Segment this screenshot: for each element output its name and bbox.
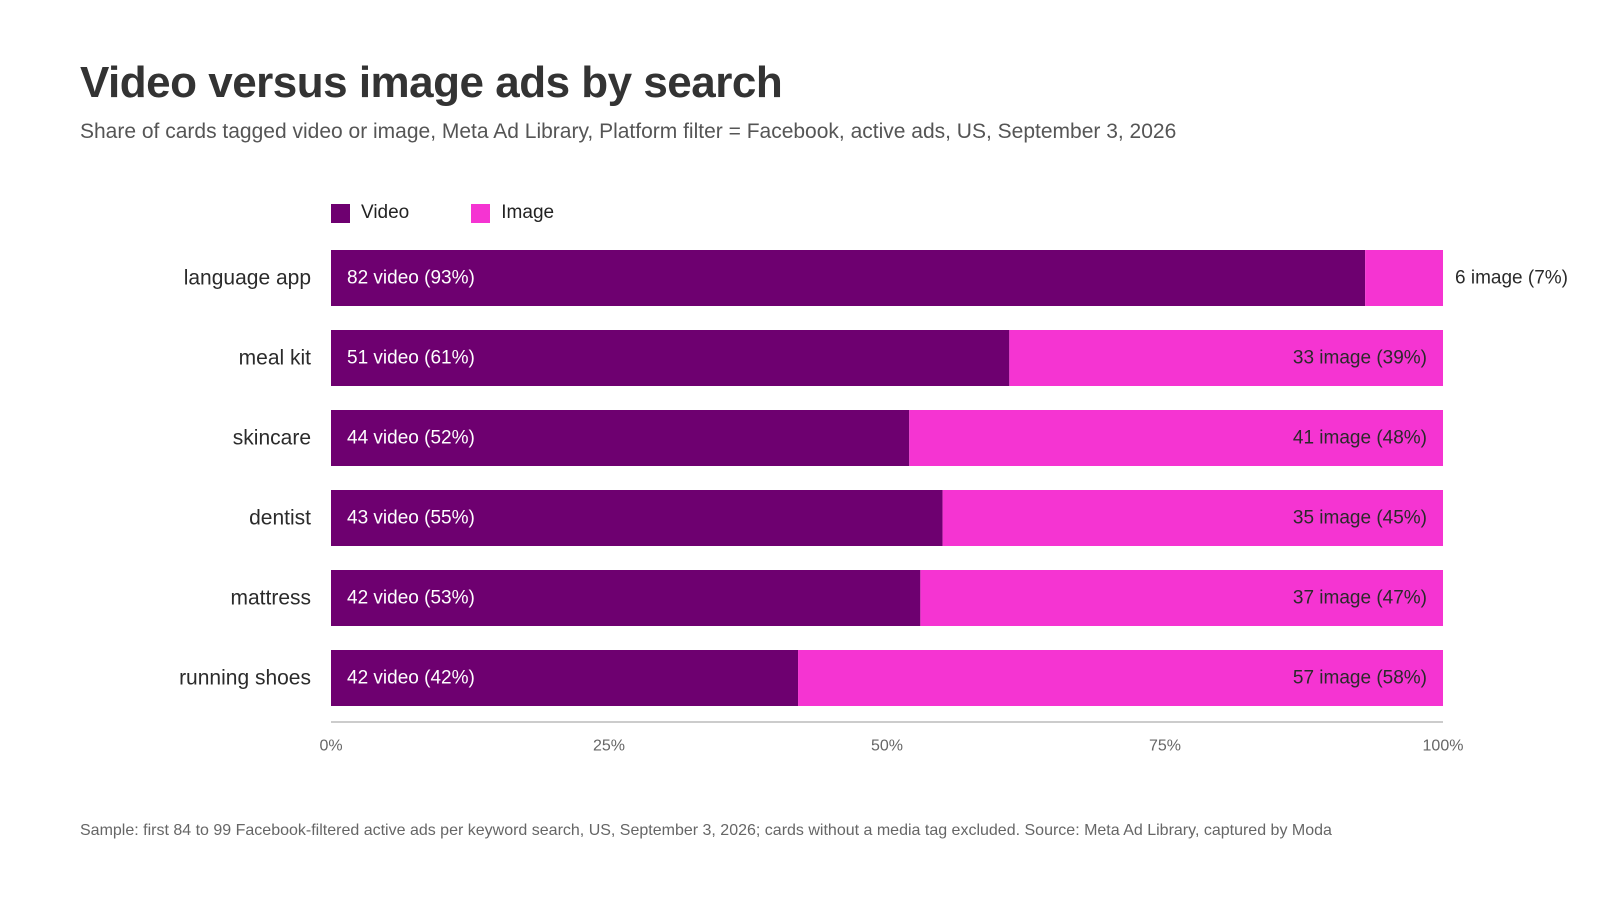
category-label: dentist (249, 507, 311, 530)
data-label-video: 44 video (52%) (347, 428, 475, 449)
category-label: running shoes (179, 667, 311, 690)
legend-item-video: Video (331, 202, 409, 224)
x-tick-label: 50% (871, 738, 903, 755)
x-tick-label: 75% (1149, 738, 1181, 755)
bar-segment-video (331, 250, 1366, 306)
x-tick-label: 0% (319, 738, 342, 755)
data-label-video: 42 video (42%) (347, 668, 475, 689)
data-label-video: 82 video (93%) (347, 268, 475, 289)
footnote: Sample: first 84 to 99 Facebook-filtered… (80, 822, 1332, 839)
bar-segment-image (1365, 250, 1443, 306)
data-label-image: 6 image (7%) (1455, 268, 1568, 289)
legend-item-image: Image (471, 202, 554, 224)
bar-segment-video (331, 650, 799, 706)
legend: Video Image (331, 202, 616, 224)
data-label-image: 57 image (58%) (1293, 668, 1427, 689)
data-label-video: 42 video (53%) (347, 588, 475, 609)
bar-segment-image (942, 490, 1443, 546)
x-tick-label: 100% (1423, 738, 1464, 755)
data-label-image: 35 image (45%) (1293, 508, 1427, 529)
bar-segment-image (1009, 330, 1443, 386)
data-label-image: 33 image (39%) (1293, 348, 1427, 369)
data-label-image: 37 image (47%) (1293, 588, 1427, 609)
data-label-video: 51 video (61%) (347, 348, 475, 369)
chart-subtitle: Share of cards tagged video or image, Me… (80, 120, 1177, 143)
bar-segment-image (909, 410, 1443, 466)
category-label: mattress (230, 587, 311, 610)
bar-segment-video (331, 570, 921, 626)
bar-segment-image (798, 650, 1443, 706)
chart-title: Video versus image ads by search (80, 58, 783, 107)
bar-segment-video (331, 330, 1010, 386)
legend-label-image: Image (501, 202, 555, 223)
category-label: meal kit (239, 347, 312, 370)
bar-segment-image (920, 570, 1443, 626)
bar-segment-video (331, 490, 943, 546)
legend-swatch-video (331, 203, 350, 223)
legend-label-video: Video (361, 202, 410, 223)
bar-segment-video (331, 410, 910, 466)
data-label-video: 43 video (55%) (347, 508, 475, 529)
category-label: skincare (233, 427, 311, 450)
legend-swatch-image (471, 203, 491, 223)
x-tick-label: 25% (593, 738, 625, 755)
category-label: language app (184, 267, 311, 290)
data-label-image: 41 image (48%) (1293, 428, 1427, 449)
